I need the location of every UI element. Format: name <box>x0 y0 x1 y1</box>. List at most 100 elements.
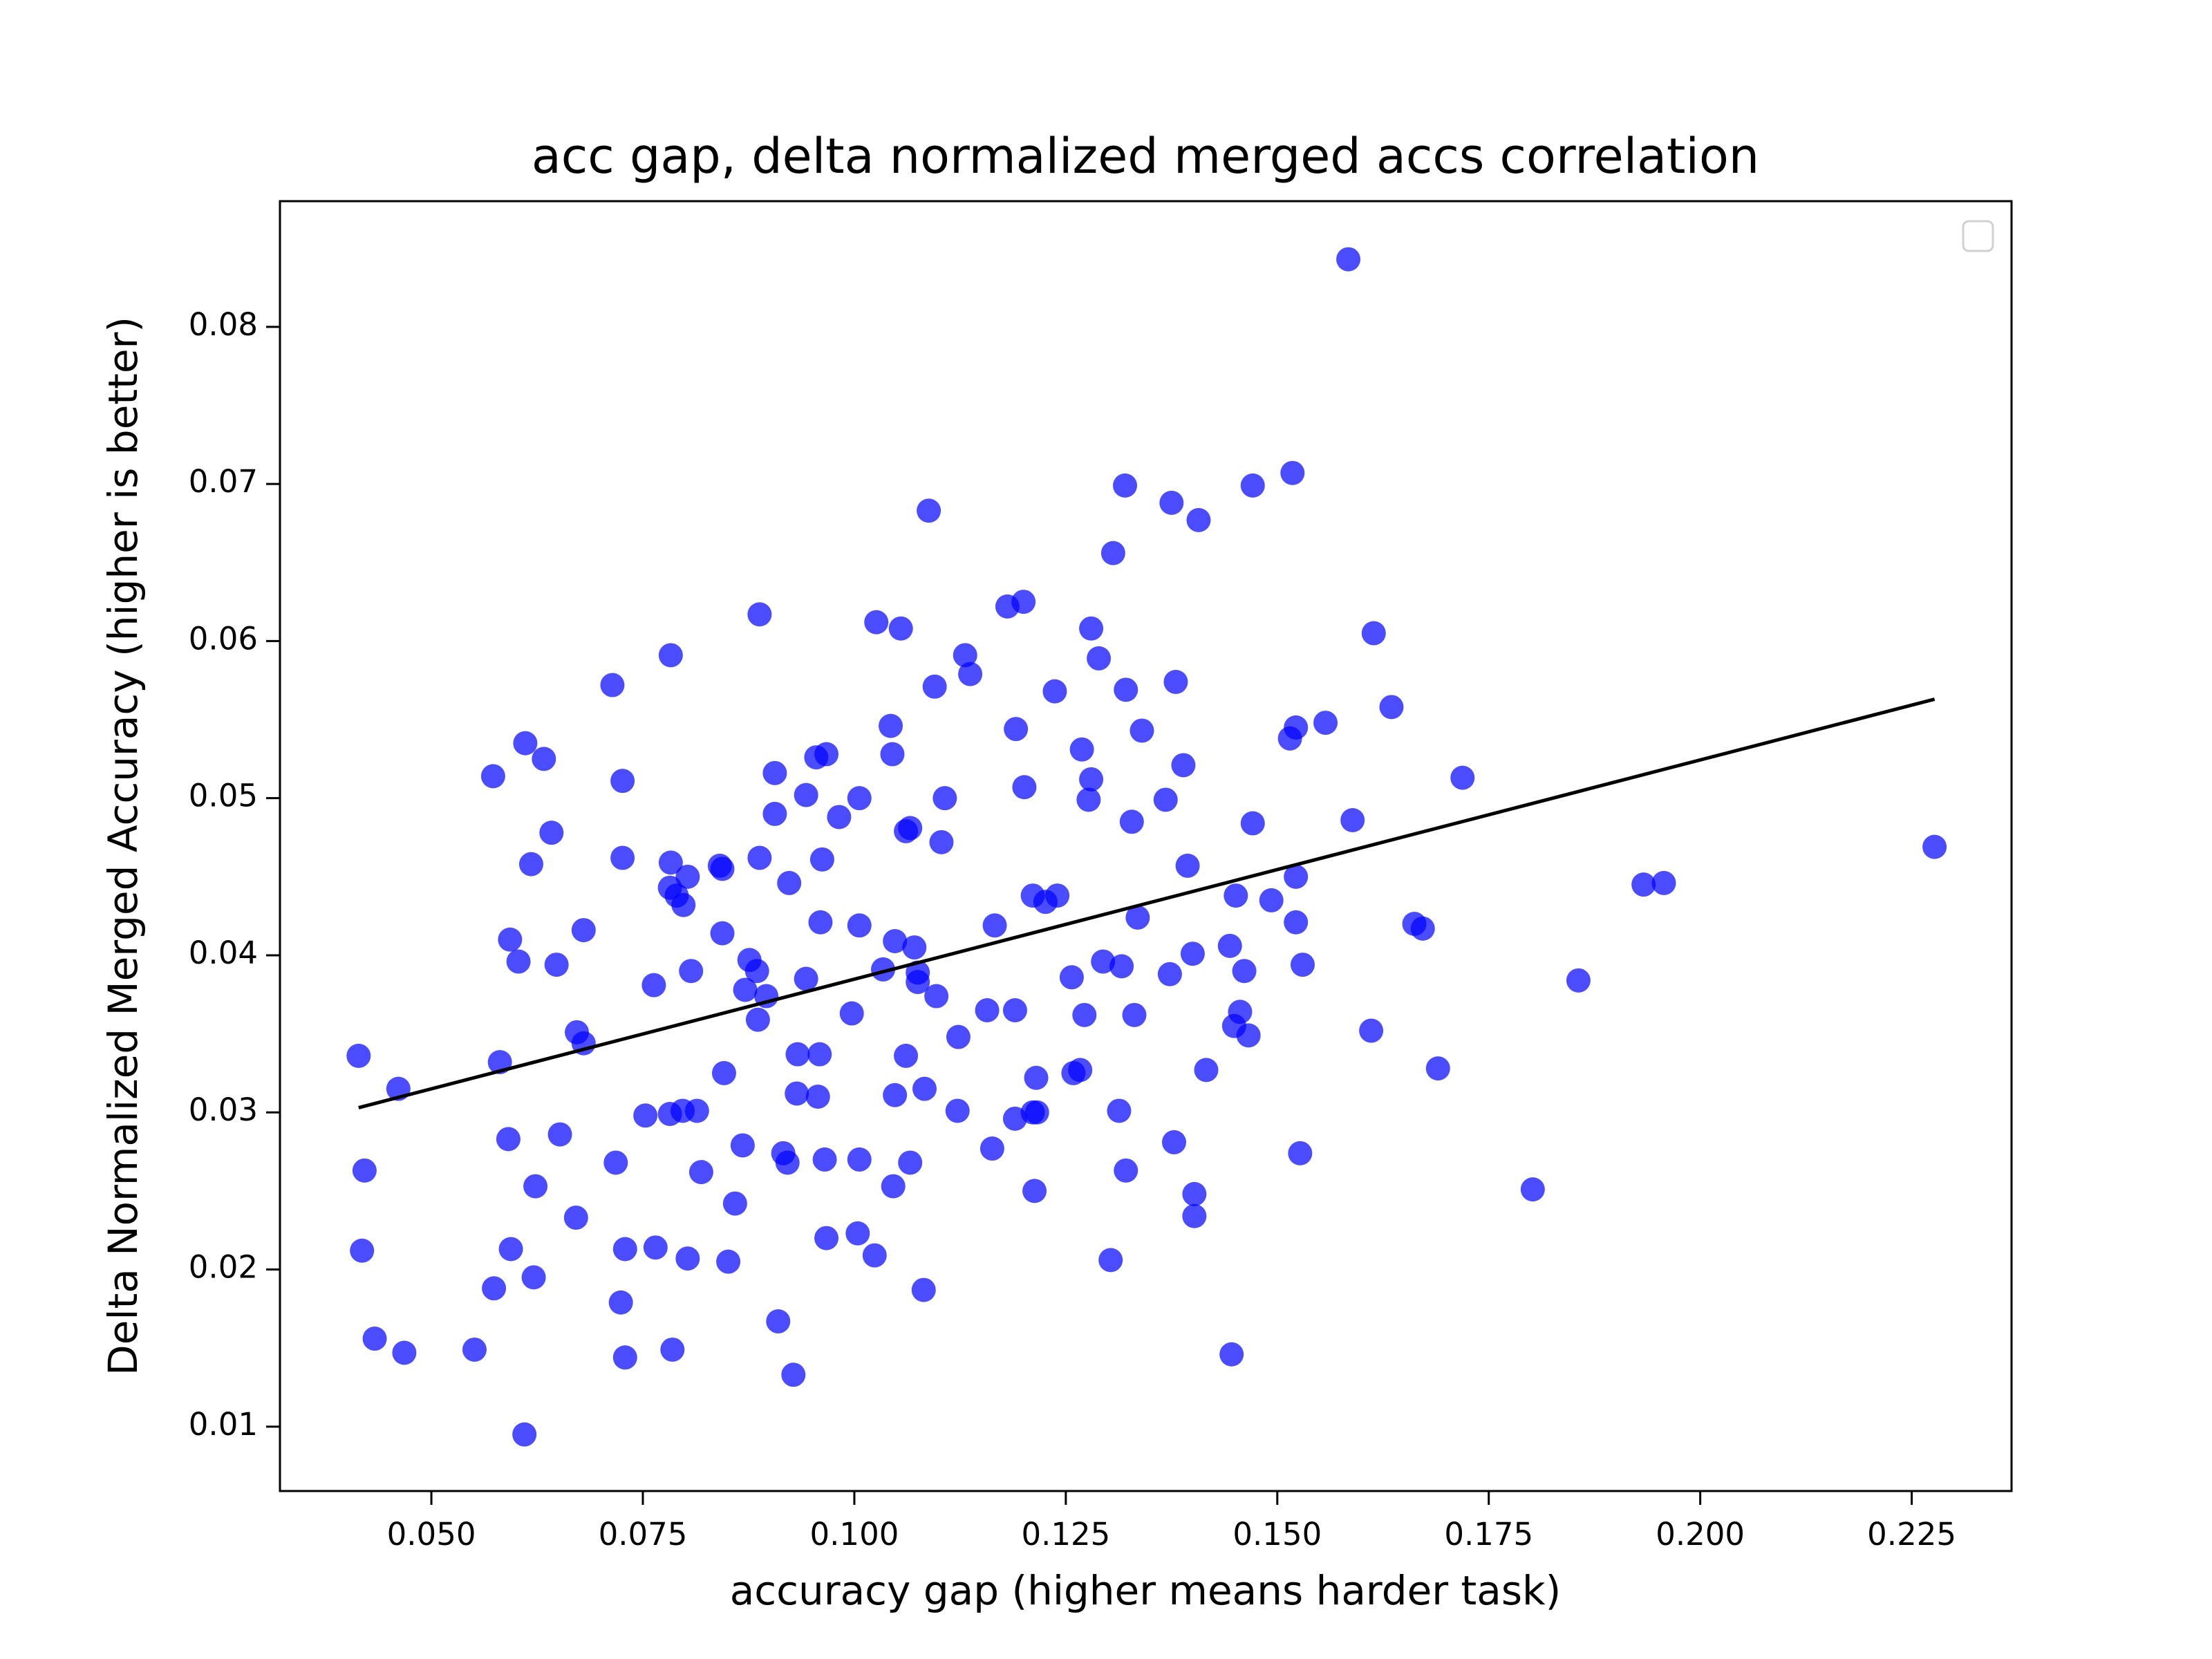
scatter-point <box>912 1076 937 1101</box>
y-tick-label: 0.05 <box>189 778 258 814</box>
x-tick-label: 0.100 <box>810 1516 899 1553</box>
scatter-point <box>883 1082 908 1107</box>
plot-frame <box>279 200 2013 1492</box>
scatter-point <box>1024 1065 1049 1090</box>
x-tick-label: 0.075 <box>599 1516 688 1553</box>
scatter-point <box>658 850 683 875</box>
scatter-point <box>762 760 787 785</box>
scatter-point <box>1109 954 1134 979</box>
y-tick-label: 0.08 <box>189 306 258 343</box>
scatter-point <box>1284 715 1309 740</box>
scatter-point <box>1236 1023 1261 1048</box>
scatter-point <box>747 845 772 870</box>
scatter-point <box>1079 616 1104 641</box>
scatter-point <box>1280 460 1305 485</box>
scatter-point <box>1161 1130 1186 1154</box>
scatter-point <box>544 953 569 977</box>
trend-line <box>358 697 1936 1109</box>
scatter-point <box>1182 1181 1207 1206</box>
scatter-point <box>1336 247 1361 272</box>
scatter-point <box>571 918 596 943</box>
scatter-point <box>1259 888 1284 912</box>
scatter-point <box>710 921 735 946</box>
y-tick-label: 0.04 <box>189 935 258 971</box>
scatter-point <box>1410 916 1435 941</box>
scatter-point <box>775 1150 800 1175</box>
scatter-point <box>1024 1100 1049 1125</box>
scatter-point <box>512 1422 537 1447</box>
scatter-point <box>1042 679 1067 704</box>
scatter-point <box>1114 1158 1138 1183</box>
scatter-point <box>1291 953 1315 977</box>
scatter-point <box>898 1150 923 1175</box>
scatter-point <box>350 1238 375 1263</box>
scatter-point <box>929 830 954 854</box>
x-tick-label: 0.175 <box>1444 1516 1533 1553</box>
scatter-point <box>1113 473 1138 498</box>
scatter-point <box>777 870 802 895</box>
scatter-point <box>814 1226 839 1250</box>
scatter-point <box>1284 910 1309 935</box>
scatter-point <box>958 662 983 686</box>
scatter-point <box>523 1174 548 1199</box>
scatter-point <box>671 892 696 917</box>
scatter-point <box>1022 1179 1047 1203</box>
scatter-point <box>1107 1098 1132 1123</box>
scatter-point <box>1631 872 1656 897</box>
scatter-point <box>1425 1056 1450 1081</box>
scatter-point <box>1651 870 1676 895</box>
x-tick-label: 0.200 <box>1656 1516 1745 1553</box>
scatter-point <box>1171 753 1196 778</box>
scatter-point <box>480 764 505 789</box>
scatter-point <box>1240 811 1265 836</box>
y-tick-label: 0.07 <box>189 463 258 500</box>
x-tick-label: 0.050 <box>387 1516 476 1553</box>
scatter-point <box>894 1043 919 1068</box>
scatter-point <box>946 1024 971 1049</box>
scatter-point <box>612 1345 637 1370</box>
scatter-point <box>1114 677 1138 702</box>
scatter-point <box>879 713 903 738</box>
scatter-point <box>610 769 635 794</box>
scatter-point <box>1100 541 1125 565</box>
scatter-point <box>716 1249 741 1274</box>
scatter-point <box>612 1237 637 1262</box>
scatter-point <box>766 1309 791 1334</box>
scatter-point <box>660 1337 685 1362</box>
scatter-point <box>847 1147 872 1172</box>
scatter-point <box>1186 507 1211 532</box>
scatter-point <box>1228 1000 1253 1024</box>
scatter-point <box>633 1103 658 1128</box>
scatter-point <box>1076 787 1101 812</box>
scatter-point <box>1922 834 1947 859</box>
scatter-point <box>1288 1141 1313 1165</box>
y-tick-label: 0.02 <box>189 1249 258 1286</box>
x-tick-label: 0.225 <box>1867 1516 1956 1553</box>
scatter-point <box>862 1243 887 1268</box>
scatter-point <box>982 913 1007 938</box>
scatter-point <box>1182 1203 1207 1228</box>
scatter-point <box>675 1246 700 1271</box>
scatter-point <box>744 959 769 984</box>
scatter-point <box>794 966 818 991</box>
scatter-point <box>1059 965 1084 990</box>
scatter-point <box>745 1007 770 1032</box>
scatter-point <box>1012 775 1037 800</box>
scatter-point <box>1359 1018 1384 1043</box>
scatter-point <box>610 845 635 870</box>
scatter-point <box>1079 767 1104 791</box>
scatter-point <box>1217 933 1242 958</box>
scatter-point <box>496 1127 521 1152</box>
chart-title: acc gap, delta normalized merged accs co… <box>532 128 1759 185</box>
scatter-point <box>532 747 556 771</box>
scatter-point <box>684 1098 709 1123</box>
scatter-point <box>1045 883 1070 908</box>
scatter-point <box>1240 473 1265 498</box>
scatter-point <box>924 984 949 1009</box>
scatter-point <box>346 1043 371 1068</box>
scatter-point <box>730 1133 755 1158</box>
scatter-point <box>945 1098 970 1123</box>
scatter-point <box>781 1362 806 1387</box>
y-tick-label: 0.06 <box>189 620 258 657</box>
